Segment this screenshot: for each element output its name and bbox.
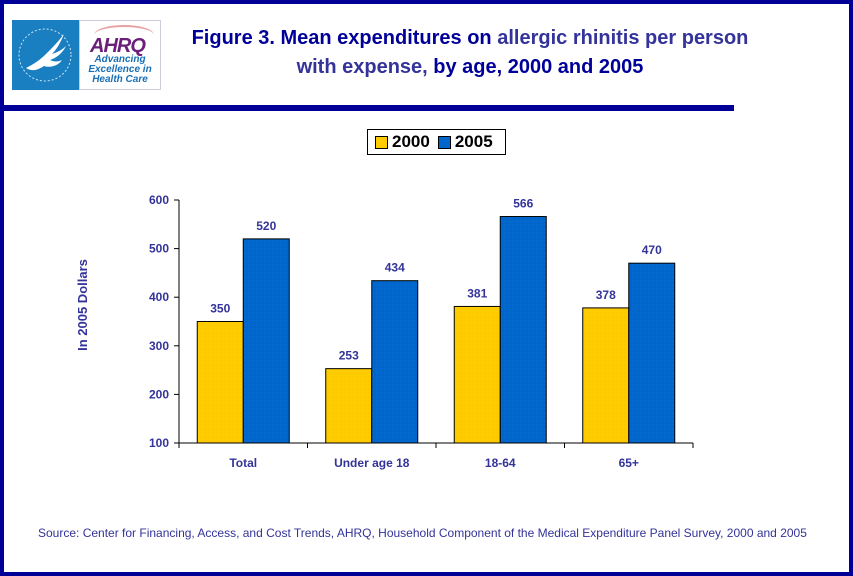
logo-group: AHRQ Advancing Excellence in Health Care <box>8 16 162 90</box>
ahrq-tagline-line: Health Care <box>92 74 148 85</box>
bar-2000-65- <box>582 307 630 444</box>
data-label: 470 <box>642 243 662 257</box>
title-divider <box>0 105 734 111</box>
x-tick-label: Total <box>229 456 257 470</box>
chart-title: Figure 3. Mean expenditures on allergic … <box>180 24 760 82</box>
labels-group: 350 520 Total 253 434 Under age 18 381 566 18-64… <box>149 193 662 470</box>
title-part-1: Figure 3. Mean expenditures on <box>191 27 498 49</box>
source-note: Source: Center for Financing, Access, an… <box>38 526 807 540</box>
x-tick-label: Under age 18 <box>334 456 410 470</box>
x-tick-label: 18-64 <box>485 456 516 470</box>
y-tick-label: 500 <box>149 242 169 256</box>
bar-2000-under-age-18 <box>325 368 373 444</box>
y-axis-title: In 2005 Dollars <box>75 259 90 351</box>
legend-label-2000: 2000 <box>392 132 430 151</box>
axes-group <box>174 199 694 448</box>
bar-2005-under-age-18 <box>371 280 419 444</box>
bars-group <box>196 216 676 444</box>
legend-swatch-2005 <box>437 135 451 149</box>
ahrq-tagline: Advancing Excellence in Health Care <box>80 55 160 85</box>
ahrq-tagline-line: Advancing <box>94 54 146 65</box>
y-tick-label: 200 <box>149 387 169 401</box>
legend-label-2005: 2005 <box>454 132 493 151</box>
data-label: 381 <box>467 286 487 300</box>
ahrq-arc-icon <box>94 25 154 45</box>
eagle-icon <box>18 28 72 82</box>
legend-item-2000: 2000 <box>368 132 430 152</box>
title-part-3: by age, 2000 and 2005 <box>433 56 644 78</box>
data-label: 350 <box>210 302 230 316</box>
data-label: 566 <box>513 197 533 211</box>
y-tick-label: 100 <box>149 436 169 450</box>
data-label: 253 <box>339 349 359 363</box>
y-axis-title-group: In 2005 Dollars <box>75 259 90 351</box>
ahrq-wordmark: AHRQ <box>90 35 146 57</box>
chart-legend: 2000 2005 <box>367 129 506 155</box>
figure-frame <box>4 4 849 572</box>
y-tick-label: 400 <box>149 290 169 304</box>
bar-2000-total <box>196 321 244 444</box>
x-tick-label: 65+ <box>619 456 639 470</box>
legend-item-2005: 2005 <box>430 132 493 152</box>
data-label: 520 <box>256 219 276 233</box>
legend-swatch-2000 <box>375 135 388 149</box>
ahrq-logo: AHRQ Advancing Excellence in Health Care <box>79 20 161 90</box>
bar-2005-65- <box>628 262 676 444</box>
bar-2000-18-64 <box>453 305 501 444</box>
hhs-logo <box>12 20 79 90</box>
bar-2005-18-64 <box>499 216 547 444</box>
title-part-2: allergic rhinitis per person with expens… <box>296 27 749 78</box>
bar-2005-total <box>242 238 290 444</box>
ahrq-tagline-line: Excellence in <box>88 64 152 75</box>
data-label: 434 <box>385 261 405 275</box>
data-label: 378 <box>596 288 616 302</box>
y-tick-label: 600 <box>149 193 169 207</box>
y-tick-label: 300 <box>149 339 169 353</box>
